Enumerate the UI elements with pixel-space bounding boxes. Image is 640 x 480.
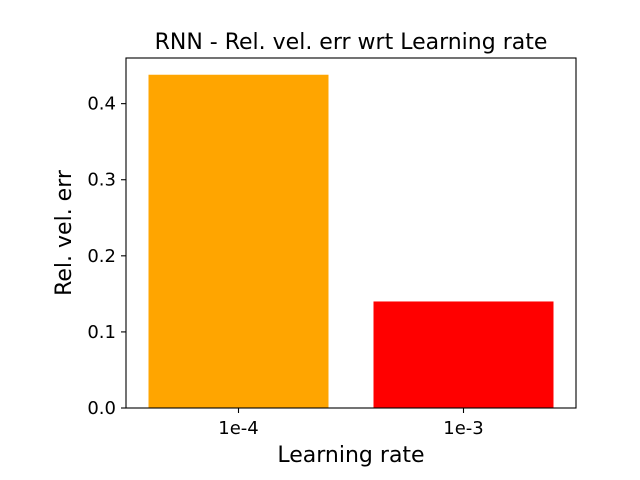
plot-area <box>148 74 554 408</box>
x-axis-label: Learning rate <box>277 443 424 468</box>
bar-1e-3 <box>373 301 554 408</box>
y-tick-label: 0.1 <box>87 322 116 343</box>
y-tick-label: 0.3 <box>87 170 116 191</box>
bar-1e-4 <box>148 74 329 408</box>
y-tick-label: 0.4 <box>87 94 116 115</box>
y-tick-label: 0.2 <box>87 246 116 267</box>
y-axis: 0.0 0.1 0.2 0.3 0.4 <box>87 94 126 419</box>
x-tick-label: 1e-3 <box>443 418 483 439</box>
chart-title: RNN - Rel. vel. err wrt Learning rate <box>155 30 548 55</box>
y-axis-label: Rel. vel. err <box>52 169 77 296</box>
y-tick-label: 0.0 <box>87 398 116 419</box>
x-tick-label: 1e-4 <box>218 418 258 439</box>
x-axis: 1e-4 1e-3 <box>218 408 484 439</box>
plot-frame <box>125 57 577 409</box>
